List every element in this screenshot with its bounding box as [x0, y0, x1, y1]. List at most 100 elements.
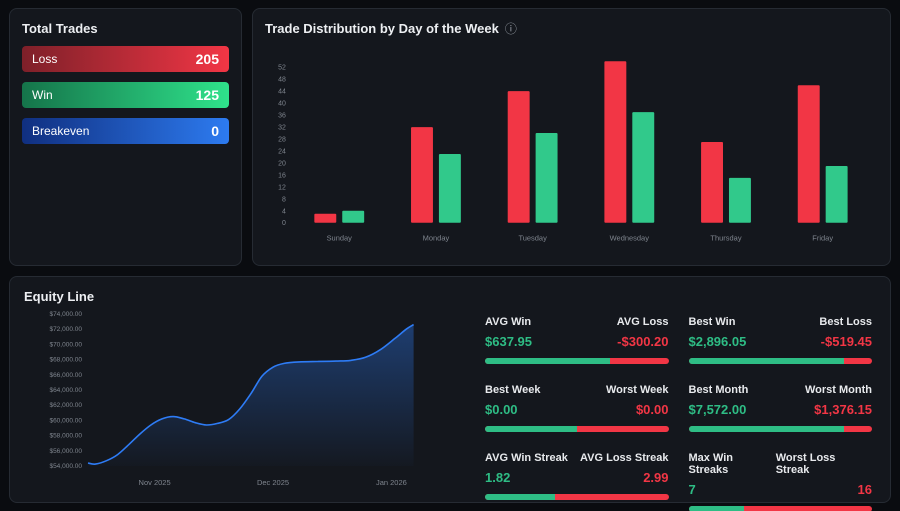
equity-area-fill — [88, 324, 414, 466]
dist-bar-loss-monday[interactable] — [411, 127, 433, 223]
stat-head: Best Week Worst Week — [485, 384, 669, 396]
equity-ytick: $64,000.00 — [49, 387, 82, 394]
stat-left-label: AVG Win Streak — [485, 452, 568, 464]
stat-ratio-fill — [485, 358, 610, 364]
stat-cell-5: Max Win Streaks Worst Loss Streak 7 16 — [688, 452, 873, 511]
equity-panel: Equity Line $54,000.00 $56,000.00 $58,000.… — [9, 276, 891, 511]
dist-bar-win-thursday[interactable] — [728, 177, 751, 223]
equity-chart: $54,000.00 $56,000.00 $58,000.00 $60,000.00… — [49, 311, 415, 487]
stat-left-label: Best Win — [688, 316, 736, 328]
trade-bar-win[interactable]: Win 125 — [22, 82, 229, 108]
stat-ratio-fill — [485, 494, 555, 500]
stat-ratio-bar — [485, 426, 669, 432]
dist-ytick: 40 — [278, 101, 286, 108]
dist-ytick: 8 — [282, 196, 286, 203]
equity-xlabel: Nov 2025 — [139, 478, 171, 487]
trade-bar-value: 0 — [211, 123, 219, 139]
equity-xlabel: Jan 2026 — [376, 478, 407, 487]
equity-ytick: $56,000.00 — [49, 448, 82, 455]
stat-values: 7 16 — [689, 482, 873, 497]
dist-bar-win-friday[interactable] — [825, 165, 848, 223]
stat-values: $7,572.00 $1,376.15 — [689, 402, 873, 417]
dist-bar-loss-friday[interactable] — [797, 85, 820, 223]
stat-cell-3: Best Month Worst Month $7,572.00 $1,376.15 — [688, 384, 873, 432]
trade-bar-value: 205 — [195, 51, 219, 67]
stat-cell-2: Best Week Worst Week $0.00 $0.00 — [485, 384, 669, 432]
dist-xlabel: Thursday — [710, 234, 741, 243]
dist-xlabel: Wednesday — [610, 234, 650, 243]
dist-ytick: 36 — [278, 113, 286, 120]
stat-values: $2,896.05 -$519.45 — [689, 334, 873, 349]
dist-bar-win-sunday[interactable] — [342, 210, 365, 223]
stat-right-value: 2.99 — [643, 470, 669, 485]
stat-right-value: $0.00 — [635, 402, 669, 417]
stat-cell-0: AVG Win AVG Loss $637.95 -$300.20 — [485, 316, 669, 364]
dist-ytick: 4 — [282, 208, 286, 215]
stat-left-value: $0.00 — [485, 402, 518, 417]
stat-values: 1.82 2.99 — [485, 470, 669, 485]
trade-bar-loss[interactable]: Loss 205 — [22, 46, 229, 72]
stat-left-value: $2,896.05 — [688, 334, 747, 349]
stat-left-value: $7,572.00 — [688, 402, 747, 417]
stat-cell-4: AVG Win Streak AVG Loss Streak 1.82 2.99 — [485, 452, 669, 511]
distribution-panel: Trade Distribution by Day of the Week ⓘ … — [252, 8, 891, 266]
stat-ratio-fill — [485, 426, 577, 432]
stat-right-label: AVG Loss Streak — [580, 452, 669, 464]
stat-cell-1: Best Win Best Loss $2,896.05 -$519.45 — [688, 316, 873, 364]
dist-ytick: 0 — [282, 220, 286, 227]
trade-bar-label: Win — [32, 88, 53, 102]
dist-ytick: 28 — [278, 137, 286, 144]
dist-bar-loss-thursday[interactable] — [701, 142, 724, 223]
equity-ytick: $62,000.00 — [49, 402, 82, 409]
trade-bar-label: Loss — [32, 52, 58, 66]
equity-ytick: $74,000.00 — [49, 311, 82, 318]
dist-bar-win-monday[interactable] — [438, 153, 461, 223]
bottom-content: $54,000.00 $56,000.00 $58,000.00 $60,000.00… — [24, 304, 876, 511]
stat-ratio-bar — [688, 358, 872, 364]
stat-left-label: Best Month — [688, 384, 749, 396]
stat-head: Best Win Best Loss — [689, 316, 873, 328]
stat-left-label: Max Win Streaks — [688, 452, 734, 476]
stat-left-label: Best Week — [485, 384, 541, 396]
stat-right-value: 16 — [857, 482, 872, 497]
dist-xlabel: Tuesday — [518, 234, 547, 243]
trade-bar-breakeven[interactable]: Breakeven 0 — [22, 118, 229, 144]
stat-left-label: AVG Win — [485, 316, 532, 328]
dist-xlabel: Friday — [812, 234, 833, 243]
total-trades-bars: Loss 205 Win 125 Breakeven 0 — [22, 46, 229, 144]
total-trades-title: Total Trades — [22, 21, 98, 36]
equity-line-path — [87, 323, 415, 465]
dist-bar-loss-wednesday[interactable] — [604, 61, 627, 223]
stat-right-label: Worst Loss Streak — [775, 452, 836, 476]
equity-title: Equity Line — [24, 289, 95, 304]
stat-ratio-bar — [688, 426, 872, 432]
stat-head: AVG Win AVG Loss — [485, 316, 669, 328]
dist-bar-win-wednesday[interactable] — [632, 112, 655, 223]
stat-head: Max Win Streaks Worst Loss Streak — [689, 452, 873, 476]
equity-ytick: $70,000.00 — [49, 341, 82, 348]
stat-ratio-bar — [485, 494, 669, 500]
info-icon[interactable]: ⓘ — [504, 21, 517, 36]
dist-xlabel: Monday — [423, 234, 450, 243]
dist-ytick: 32 — [278, 125, 286, 132]
dist-bar-loss-sunday[interactable] — [314, 213, 337, 223]
stats-grid: AVG Win AVG Loss $637.95 -$300.20 Best Win Be… — [469, 304, 876, 511]
equity-ytick: $54,000.00 — [49, 463, 82, 470]
stat-left-value: 1.82 — [485, 470, 511, 485]
dist-bar-win-tuesday[interactable] — [535, 133, 558, 223]
total-trades-panel: Total Trades Loss 205 Win 125 Breakeven 0 — [9, 8, 242, 266]
stat-left-value: 7 — [688, 482, 696, 497]
stat-right-label: Worst Week — [605, 384, 669, 396]
stat-ratio-fill — [688, 426, 845, 432]
dist-ytick: 52 — [278, 65, 286, 72]
stat-right-value: $1,376.15 — [814, 402, 872, 417]
stat-right-label: AVG Loss — [616, 316, 669, 328]
dist-bar-loss-tuesday[interactable] — [507, 91, 530, 223]
distribution-title: Trade Distribution by Day of the Week — [265, 21, 499, 36]
top-row: Total Trades Loss 205 Win 125 Breakeven 0 Tra… — [9, 8, 891, 266]
dist-ytick: 20 — [278, 160, 286, 167]
dist-ytick: 48 — [278, 77, 286, 84]
dist-xlabel: Sunday — [327, 234, 353, 243]
